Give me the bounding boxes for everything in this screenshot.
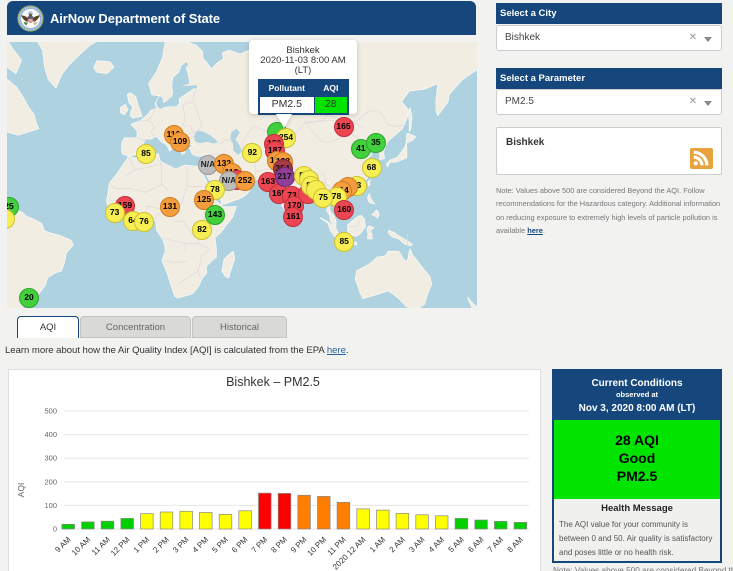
svg-text:1 PM: 1 PM — [132, 535, 152, 555]
svg-text:3 PM: 3 PM — [171, 535, 191, 555]
svg-text:300: 300 — [44, 454, 57, 463]
svg-text:1 AM: 1 AM — [368, 535, 387, 554]
svg-text:2 PM: 2 PM — [151, 535, 171, 555]
svg-text:500: 500 — [44, 407, 57, 416]
svg-text:4 PM: 4 PM — [191, 535, 211, 555]
svg-text:Bishkek – PM2.5: Bishkek – PM2.5 — [226, 375, 320, 389]
svg-text:2 AM: 2 AM — [388, 535, 407, 554]
svg-text:6 AM: 6 AM — [466, 535, 485, 554]
svg-text:8 PM: 8 PM — [269, 535, 289, 555]
svg-text:11 AM: 11 AM — [90, 535, 112, 557]
svg-text:10 PM: 10 PM — [305, 535, 328, 558]
svg-text:6 PM: 6 PM — [230, 535, 250, 555]
svg-text:4 AM: 4 AM — [427, 535, 446, 554]
svg-text:5 PM: 5 PM — [210, 535, 230, 555]
svg-text:0: 0 — [53, 525, 57, 534]
svg-text:400: 400 — [44, 430, 57, 439]
svg-text:12 PM: 12 PM — [109, 535, 132, 558]
svg-text:8 AM: 8 AM — [506, 535, 525, 554]
svg-text:3 AM: 3 AM — [407, 535, 426, 554]
svg-text:7 AM: 7 AM — [486, 535, 505, 554]
svg-text:AQI: AQI — [16, 483, 26, 498]
svg-text:200: 200 — [44, 477, 57, 486]
svg-text:10 AM: 10 AM — [70, 535, 93, 558]
svg-text:5 AM: 5 AM — [447, 535, 466, 554]
svg-text:7 PM: 7 PM — [250, 535, 270, 555]
svg-text:100: 100 — [44, 501, 57, 510]
